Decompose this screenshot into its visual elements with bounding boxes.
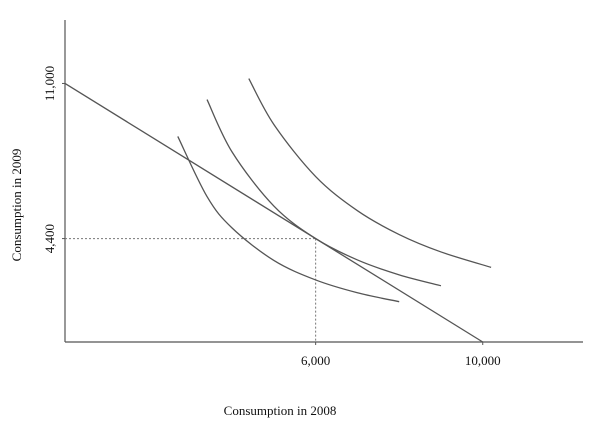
y-tick-label: 11,000 <box>42 66 57 101</box>
y-tick-label: 4,400 <box>42 224 57 253</box>
indifference-curve <box>206 99 442 287</box>
x-axis-label: Consumption in 2008 <box>224 403 337 418</box>
budget-line <box>64 82 484 343</box>
indifference-curve <box>248 78 492 268</box>
x-tick-label: 10,000 <box>465 353 501 368</box>
indifference-curve <box>177 136 400 303</box>
x-tick-label: 6,000 <box>301 353 330 368</box>
y-axis-label: Consumption in 2009 <box>9 149 24 262</box>
